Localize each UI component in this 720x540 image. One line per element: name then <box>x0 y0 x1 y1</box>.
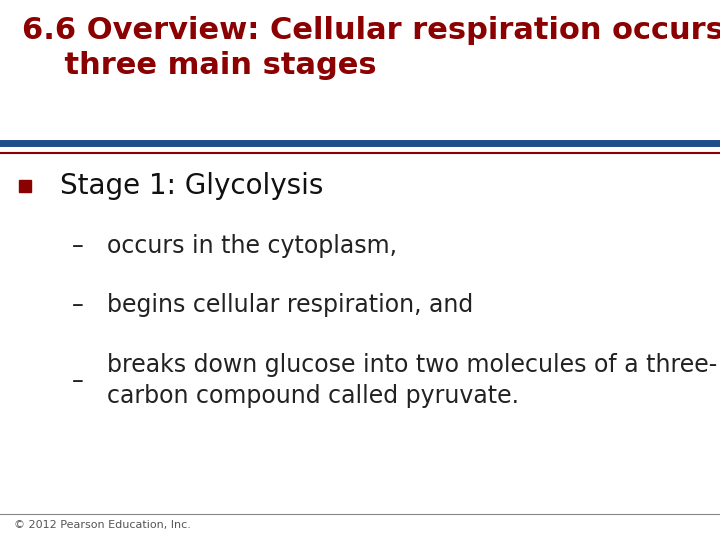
Text: 6.6 Overview: Cellular respiration occurs in
    three main stages: 6.6 Overview: Cellular respiration occur… <box>22 16 720 80</box>
Text: Stage 1: Glycolysis: Stage 1: Glycolysis <box>60 172 323 200</box>
Text: begins cellular respiration, and: begins cellular respiration, and <box>107 293 473 317</box>
Text: occurs in the cytoplasm,: occurs in the cytoplasm, <box>107 234 397 258</box>
Text: breaks down glucose into two molecules of a three-
carbon compound called pyruva: breaks down glucose into two molecules o… <box>107 353 717 408</box>
Text: –: – <box>72 234 84 258</box>
Text: © 2012 Pearson Education, Inc.: © 2012 Pearson Education, Inc. <box>14 520 192 530</box>
Text: –: – <box>72 369 84 393</box>
Text: –: – <box>72 293 84 317</box>
